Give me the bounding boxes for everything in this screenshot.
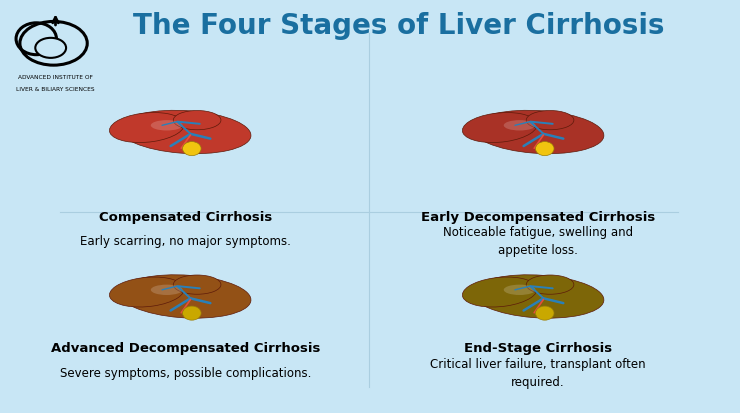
Ellipse shape [526, 275, 574, 294]
Text: The Four Stages of Liver Cirrhosis: The Four Stages of Liver Cirrhosis [132, 12, 665, 40]
Ellipse shape [110, 113, 184, 143]
Text: End-Stage Cirrhosis: End-Stage Cirrhosis [464, 342, 612, 354]
Text: Critical liver failure, transplant often
required.: Critical liver failure, transplant often… [431, 357, 646, 388]
Ellipse shape [462, 278, 537, 307]
Ellipse shape [536, 306, 554, 320]
Ellipse shape [504, 121, 536, 131]
Text: Early scarring, no major symptoms.: Early scarring, no major symptoms. [80, 235, 291, 248]
Ellipse shape [110, 278, 184, 307]
Text: LIVER & BILIARY SCIENCES: LIVER & BILIARY SCIENCES [16, 87, 95, 92]
Ellipse shape [472, 275, 604, 318]
Ellipse shape [151, 285, 183, 295]
Ellipse shape [173, 275, 221, 294]
Ellipse shape [526, 111, 574, 131]
Ellipse shape [119, 275, 251, 318]
Ellipse shape [183, 306, 201, 320]
Text: Severe symptoms, possible complications.: Severe symptoms, possible complications. [59, 366, 311, 379]
Ellipse shape [462, 113, 537, 143]
Ellipse shape [151, 121, 183, 131]
Ellipse shape [183, 142, 201, 156]
Text: ADVANCED INSTITUTE OF: ADVANCED INSTITUTE OF [18, 75, 93, 80]
Ellipse shape [536, 142, 554, 156]
Text: Compensated Cirrhosis: Compensated Cirrhosis [98, 210, 272, 223]
Ellipse shape [504, 285, 536, 295]
Ellipse shape [119, 111, 251, 154]
Ellipse shape [472, 111, 604, 154]
Text: Early Decompensated Cirrhosis: Early Decompensated Cirrhosis [421, 210, 655, 223]
Text: Noticeable fatigue, swelling and
appetite loss.: Noticeable fatigue, swelling and appetit… [443, 226, 633, 257]
Text: Advanced Decompensated Cirrhosis: Advanced Decompensated Cirrhosis [50, 342, 320, 354]
Ellipse shape [36, 39, 66, 59]
Ellipse shape [173, 111, 221, 131]
